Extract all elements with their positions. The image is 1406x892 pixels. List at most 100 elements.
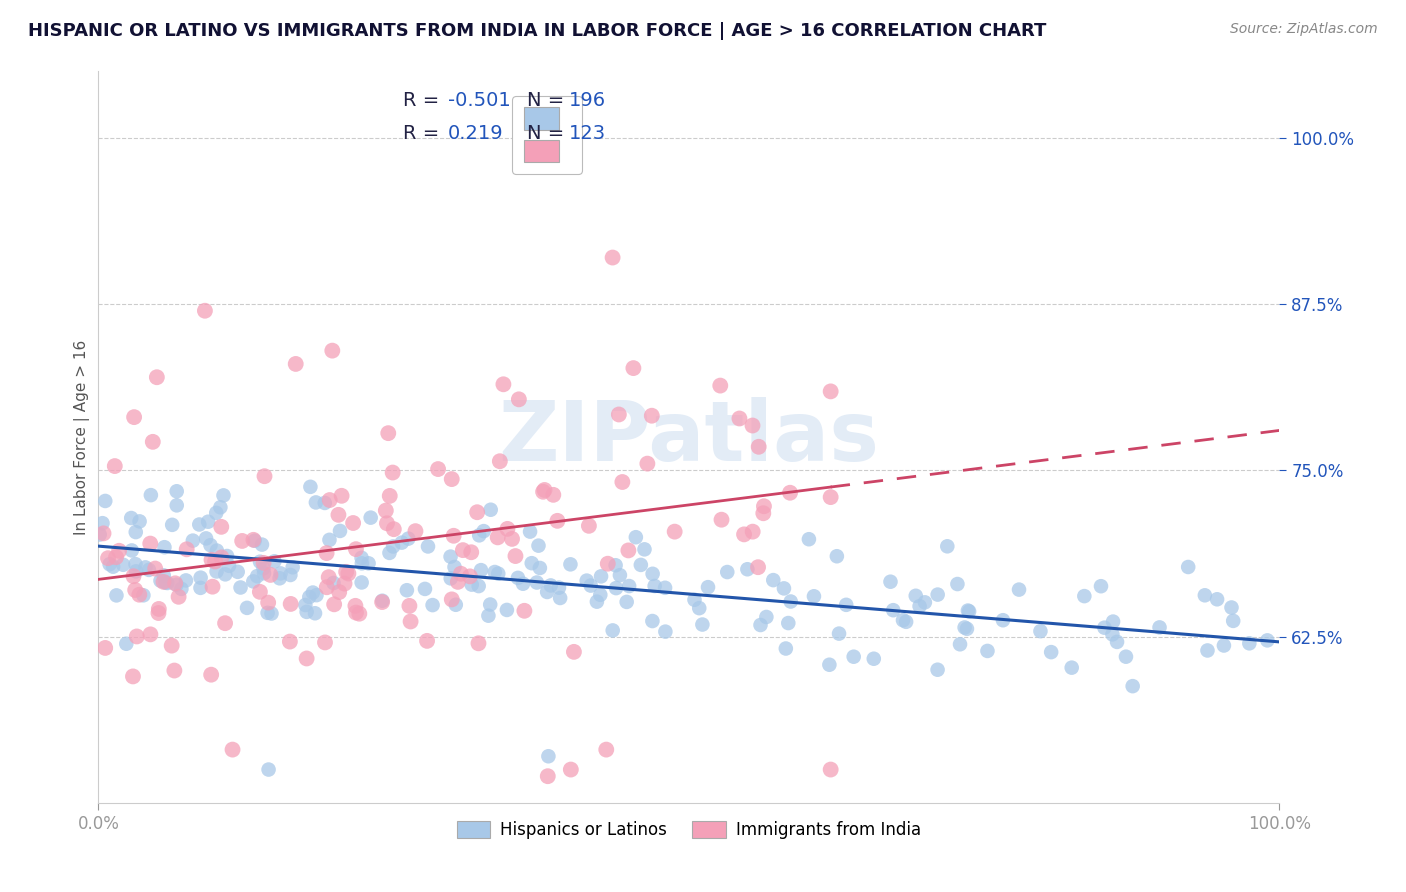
Point: [190, 571, 212, 585]
Point: [748, 440, 770, 454]
Point: [612, 475, 634, 489]
Text: R =: R =: [404, 124, 446, 144]
Point: [214, 567, 236, 582]
Point: [391, 535, 413, 549]
Point: [249, 584, 271, 599]
Point: [149, 574, 172, 588]
Point: [166, 578, 188, 592]
Point: [467, 636, 489, 650]
Point: [526, 575, 548, 590]
Point: [252, 556, 274, 570]
Point: [578, 518, 600, 533]
Point: [508, 392, 530, 407]
Point: [976, 644, 998, 658]
Point: [1239, 636, 1261, 650]
Point: [828, 626, 851, 640]
Point: [215, 549, 238, 563]
Point: [212, 488, 235, 502]
Point: [314, 635, 336, 649]
Point: [413, 582, 436, 596]
Point: [1102, 615, 1125, 629]
Point: [229, 581, 252, 595]
Point: [295, 651, 318, 665]
Point: [246, 569, 269, 583]
Point: [281, 560, 304, 574]
Point: [344, 542, 367, 557]
Point: [825, 549, 848, 564]
Point: [908, 599, 931, 614]
Point: [747, 560, 769, 574]
Point: [683, 592, 706, 607]
Point: [321, 343, 343, 358]
Point: [527, 539, 550, 553]
Point: [537, 749, 560, 764]
Point: [891, 613, 914, 627]
Point: [1105, 635, 1128, 649]
Point: [1206, 592, 1229, 607]
Point: [479, 598, 502, 612]
Point: [589, 588, 612, 602]
Point: [360, 510, 382, 524]
Point: [381, 466, 404, 480]
Point: [752, 506, 775, 520]
Point: [166, 499, 188, 513]
Point: [139, 627, 162, 641]
Point: [443, 529, 465, 543]
Point: [181, 533, 204, 548]
Point: [204, 554, 226, 568]
Point: [112, 558, 135, 572]
Point: [728, 411, 751, 425]
Point: [294, 598, 316, 612]
Point: [382, 522, 405, 536]
Point: [333, 576, 356, 591]
Point: [132, 588, 155, 602]
Point: [461, 577, 484, 591]
Point: [512, 576, 534, 591]
Point: [617, 543, 640, 558]
Point: [153, 540, 176, 554]
Y-axis label: In Labor Force | Age > 16: In Labor Force | Age > 16: [75, 340, 90, 534]
Point: [904, 589, 927, 603]
Point: [775, 641, 797, 656]
Point: [335, 565, 357, 579]
Point: [536, 585, 558, 599]
Point: [205, 506, 228, 520]
Point: [398, 599, 420, 613]
Point: [201, 580, 224, 594]
Point: [416, 633, 439, 648]
Point: [991, 613, 1014, 627]
Point: [242, 574, 264, 589]
Point: [378, 489, 401, 503]
Point: [280, 568, 302, 582]
Point: [644, 579, 666, 593]
Point: [305, 588, 328, 602]
Point: [479, 502, 502, 516]
Point: [200, 538, 222, 552]
Point: [575, 574, 598, 588]
Point: [818, 657, 841, 672]
Text: HISPANIC OR LATINO VS IMMIGRANTS FROM INDIA IN LABOR FORCE | AGE > 16 CORRELATIO: HISPANIC OR LATINO VS IMMIGRANTS FROM IN…: [28, 22, 1046, 40]
Point: [128, 515, 150, 529]
Point: [439, 549, 461, 564]
Point: [477, 608, 499, 623]
Point: [377, 426, 399, 441]
Point: [605, 558, 627, 573]
Point: [148, 602, 170, 616]
Point: [382, 540, 405, 554]
Point: [209, 520, 232, 534]
Point: [396, 532, 419, 546]
Point: [609, 568, 631, 582]
Point: [709, 378, 731, 392]
Point: [98, 558, 121, 572]
Point: [692, 617, 714, 632]
Point: [633, 542, 655, 557]
Point: [956, 622, 979, 636]
Point: [315, 546, 337, 560]
Point: [315, 580, 337, 594]
Point: [492, 377, 515, 392]
Point: [124, 582, 146, 597]
Point: [134, 560, 156, 574]
Point: [194, 303, 217, 318]
Point: [190, 581, 212, 595]
Point: [226, 565, 249, 579]
